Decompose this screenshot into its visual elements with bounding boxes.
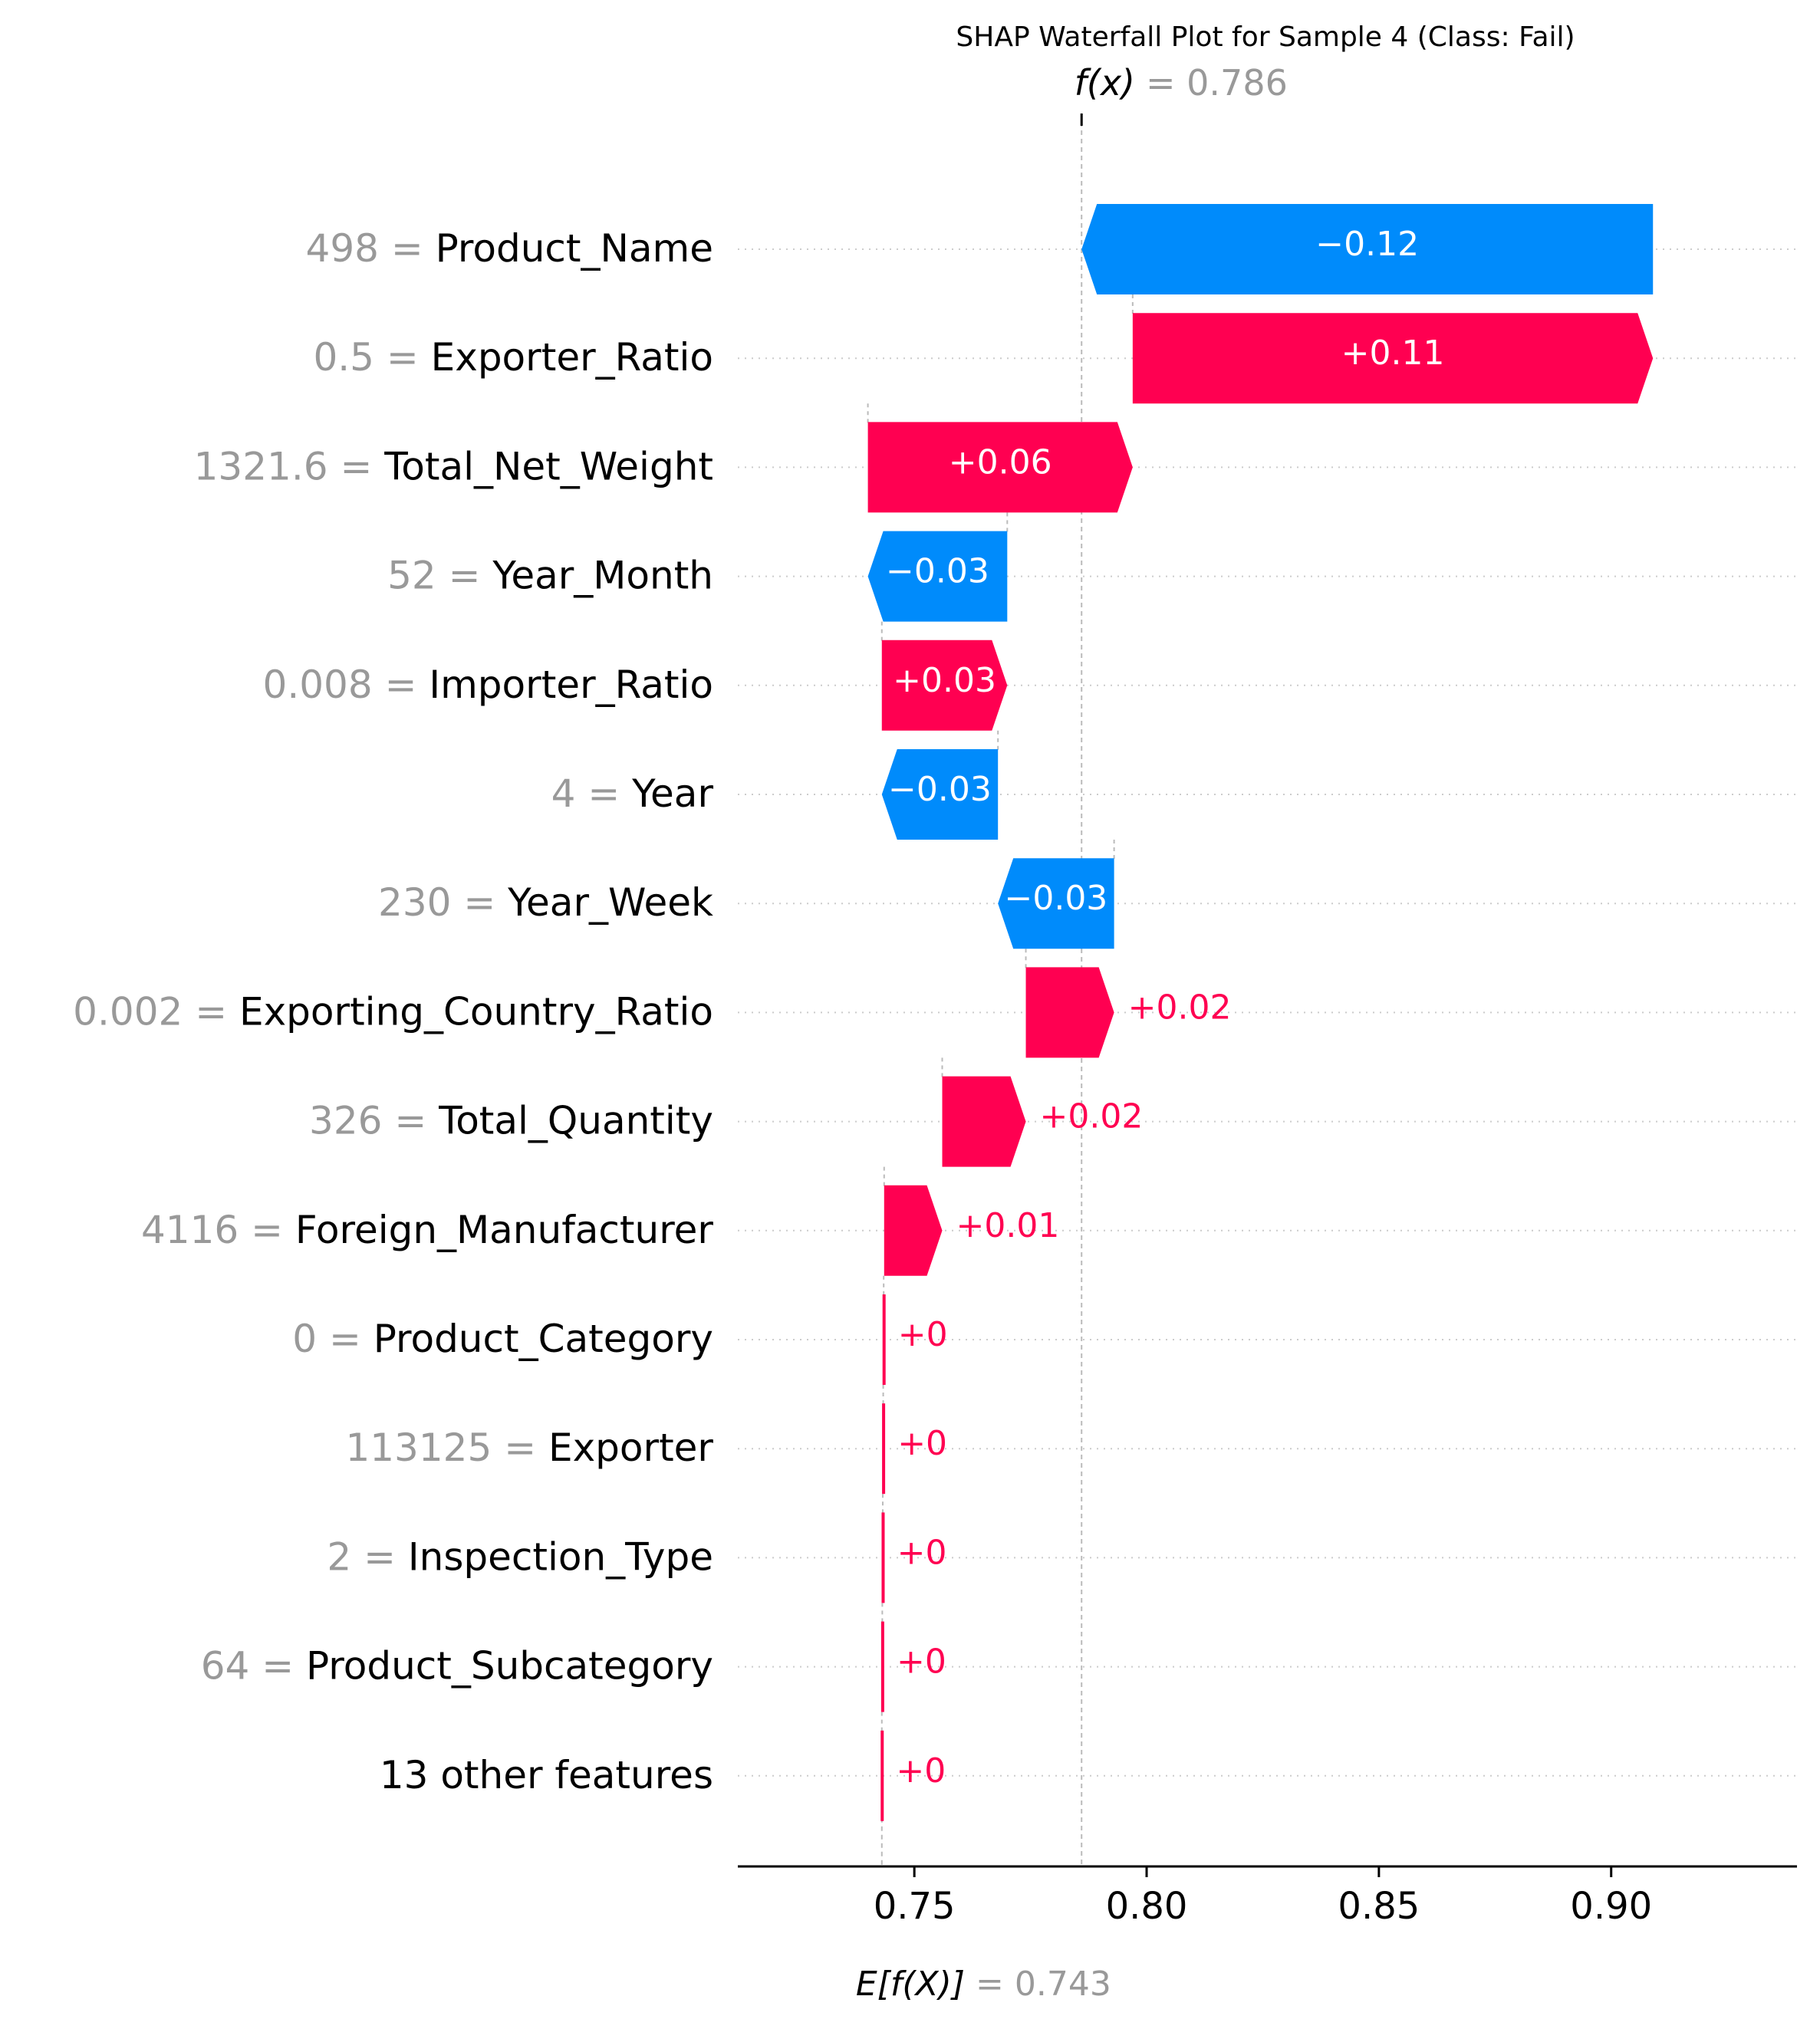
bar: [1132, 313, 1654, 404]
feature-value: 230 =: [378, 880, 508, 925]
feature-name: Inspection_Type: [408, 1534, 713, 1579]
bar-value-label: −0.03: [888, 770, 992, 809]
bar: [867, 531, 1008, 622]
x-tick-label: 0.85: [1338, 1885, 1420, 1928]
feature-value: 64 =: [201, 1644, 306, 1689]
feature-name: 13 other features: [380, 1753, 713, 1797]
feature-value: 2 =: [327, 1534, 408, 1579]
bar-value-label: +0: [898, 1315, 948, 1354]
bar-value-label: +0: [897, 1424, 947, 1463]
x-tick-label: 0.80: [1106, 1885, 1188, 1928]
fx-label: f(x): [1075, 62, 1135, 104]
bar-value-label: −0.03: [886, 552, 989, 591]
feature-label: 230 = Year_Week: [378, 880, 713, 925]
feature-value: 326 =: [309, 1099, 439, 1143]
feature-label: 64 = Product_Subcategory: [201, 1644, 713, 1689]
feature-name: Total_Net_Weight: [383, 444, 713, 488]
bar: [867, 422, 1133, 513]
bar-value-label: +0.03: [893, 661, 996, 700]
chart-title: SHAP Waterfall Plot for Sample 4 (Class:…: [956, 21, 1575, 53]
feature-name: Total_Quantity: [438, 1099, 713, 1143]
feature-labels: −0.12 498 = Product_Name +0.11 0.5 = Export…: [73, 225, 1444, 1797]
x-tick-label: 0.75: [874, 1885, 956, 1928]
bar: [884, 1185, 943, 1276]
feature-label: 0.008 = Importer_Ratio: [263, 663, 713, 707]
feature-label: 13 other features: [380, 1753, 713, 1797]
feature-value: 113125 =: [345, 1426, 548, 1470]
feature-label: 52 = Year_Month: [387, 554, 713, 598]
bar-value-label: +0.11: [1341, 334, 1445, 373]
feature-label: 0.5 = Exporter_Ratio: [313, 335, 713, 380]
feature-name: Exporting_Country_Ratio: [239, 989, 713, 1034]
bar-value-label: −0.03: [1004, 879, 1107, 918]
bar-value-label: −0.12: [1315, 225, 1419, 264]
feature-label: 498 = Product_Name: [306, 226, 713, 271]
feature-value: 1321.6 =: [194, 444, 385, 488]
feature-name: Product_Category: [374, 1317, 713, 1361]
feature-name: Exporter: [548, 1426, 713, 1470]
feature-value: 52 =: [387, 554, 492, 598]
feature-label: 2 = Inspection_Type: [327, 1534, 713, 1579]
bar-value-label: +0: [897, 1643, 946, 1682]
bars-group: [867, 204, 1654, 1821]
bar: [998, 858, 1114, 949]
efx-value: = 0.743: [976, 1965, 1111, 2004]
feature-name: Year: [631, 771, 713, 816]
feature-label: 0.002 = Exporting_Country_Ratio: [73, 989, 713, 1034]
feature-value: 4116 =: [141, 1208, 295, 1252]
bar-value-label: +0.02: [1040, 1097, 1144, 1136]
feature-label: 4 = Year: [551, 771, 714, 816]
bar-value-label: +0.01: [956, 1206, 1060, 1245]
bar: [1025, 967, 1114, 1058]
feature-label: 4116 = Foreign_Manufacturer: [141, 1208, 713, 1252]
bar-value-label: +0: [897, 1533, 947, 1572]
x-tick-label: 0.90: [1570, 1885, 1652, 1928]
x-axis-ticks: 0.75 0.80 0.85 0.90: [874, 1866, 1652, 1928]
bar: [880, 1621, 884, 1712]
feature-name: Exporter_Ratio: [431, 335, 713, 380]
feature-name: Importer_Ratio: [429, 663, 713, 707]
bar: [881, 749, 999, 840]
bar: [881, 640, 1008, 731]
bar: [1081, 204, 1654, 294]
feature-value: 498 =: [306, 226, 436, 271]
feature-value: 0.002 =: [73, 989, 239, 1034]
fx-value: = 0.786: [1146, 62, 1288, 104]
feature-name: Year_Week: [507, 880, 713, 925]
feature-name: Product_Name: [436, 226, 713, 271]
feature-name: Foreign_Manufacturer: [295, 1208, 714, 1252]
feature-name: Product_Subcategory: [306, 1644, 713, 1689]
feature-label: 0 = Product_Category: [292, 1317, 713, 1361]
feature-value: 0.008 =: [263, 663, 429, 707]
bar-value-label: +0.02: [1128, 988, 1232, 1027]
efx-label: E[f(X)]: [856, 1965, 965, 2004]
feature-value: 4 =: [551, 771, 633, 816]
bar: [882, 1294, 886, 1385]
feature-value: 0 =: [292, 1317, 374, 1361]
feature-name: Year_Month: [492, 554, 713, 598]
bar: [880, 1730, 884, 1821]
bar-value-label: +0.06: [949, 442, 1052, 482]
feature-value: 0.5 =: [313, 335, 430, 380]
bar: [882, 1403, 886, 1495]
feature-label: 113125 = Exporter: [345, 1426, 713, 1470]
grid-lines: [738, 113, 1797, 1866]
bar-value-label: +0: [896, 1751, 946, 1791]
feature-label: 1321.6 = Total_Net_Weight: [194, 444, 713, 488]
bar: [942, 1076, 1026, 1167]
bar: [881, 1512, 885, 1603]
feature-label: 326 = Total_Quantity: [309, 1099, 713, 1143]
